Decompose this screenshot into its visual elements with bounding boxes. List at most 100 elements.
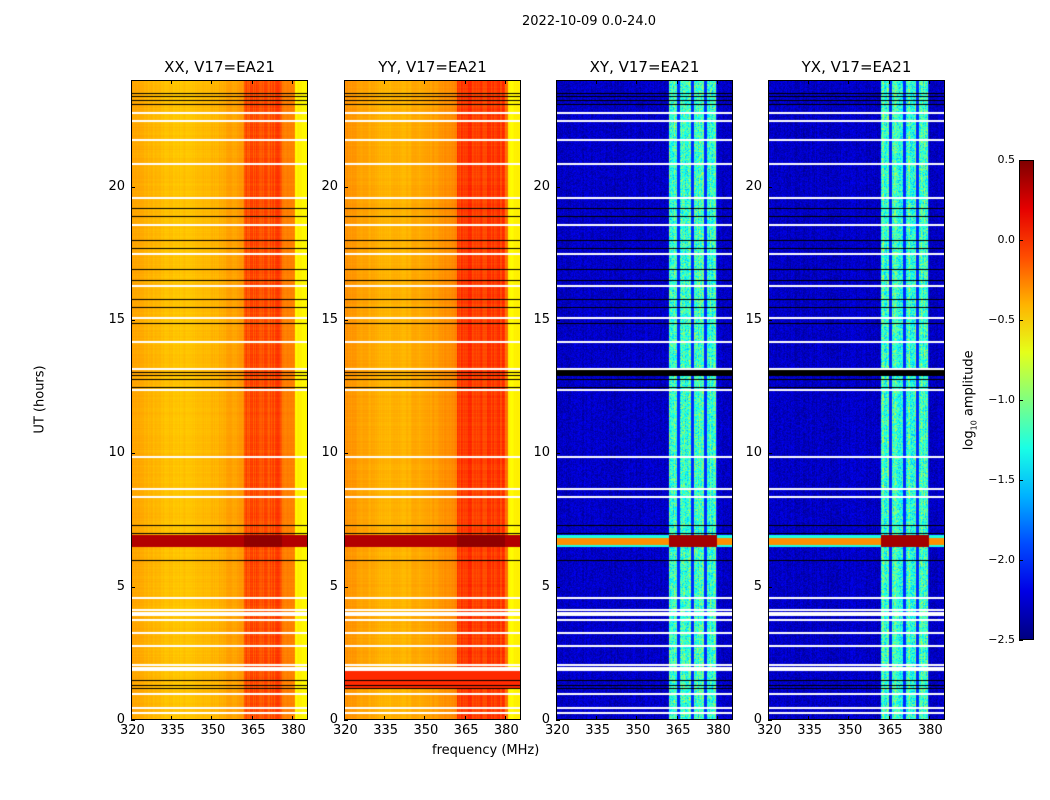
x-tick: [636, 716, 638, 720]
x-tick: [171, 80, 173, 84]
x-tick: [504, 80, 506, 84]
x-tick: [928, 80, 930, 84]
x-tick: [251, 80, 253, 84]
colorbar-tick-label: −2.5: [988, 633, 1015, 646]
x-tick-label: 350: [413, 723, 439, 738]
panel-title: YY, V17=EA21: [378, 58, 487, 76]
y-tick: [556, 720, 560, 721]
x-tick: [464, 80, 466, 84]
x-tick: [808, 716, 810, 720]
x-tick-label: 380: [917, 723, 943, 738]
colorbar-tick: [1019, 160, 1023, 161]
y-tick-label: 5: [329, 578, 338, 594]
x-tick-label: 380: [705, 723, 731, 738]
colorbar-tick-label: −0.5: [988, 313, 1015, 326]
x-tick-label: 335: [160, 723, 186, 738]
x-tick-label: 320: [333, 723, 358, 738]
x-tick-label: 350: [625, 723, 651, 738]
x-tick-label: 365: [665, 723, 691, 738]
panel-title: YX, V17=EA21: [801, 58, 912, 76]
x-tick: [344, 716, 345, 720]
colorbar-label-sub: 10: [969, 420, 979, 431]
colorbar-tick-label: 0.5: [997, 153, 1016, 166]
x-tick: [504, 716, 506, 720]
x-tick: [464, 716, 466, 720]
x-tick-label: 365: [453, 723, 479, 738]
colorbar-label-rest: amplitude: [961, 350, 977, 421]
panel-xy: XY, V17=EA21 320 335 350 365 380 0 5 10 15 20: [533, 58, 733, 738]
y-tick-label: 20: [533, 178, 550, 194]
x-tick: [768, 716, 769, 720]
y-tick-label: 20: [108, 178, 125, 194]
y-tick: [768, 453, 772, 455]
x-tick: [676, 80, 678, 84]
colorbar-tick-label: −1.5: [988, 473, 1015, 486]
x-tick: [384, 716, 386, 720]
y-tick-label: 5: [116, 578, 125, 594]
y-tick-label: 0: [753, 712, 762, 727]
y-tick-label: 10: [745, 445, 762, 461]
x-tick: [291, 716, 293, 720]
y-tick-label: 10: [108, 445, 125, 461]
x-tick-label: 335: [585, 723, 611, 738]
panel-yy: YY, V17=EA21 320 335 350 365 380 0 5 10 15 20: [321, 58, 521, 738]
x-tick: [808, 80, 810, 84]
x-tick: [424, 80, 426, 84]
y-tick-label: 0: [116, 712, 125, 727]
y-tick-label: 20: [321, 178, 338, 194]
colorbar-tick-label: −2.0: [988, 553, 1015, 566]
x-tick: [211, 80, 213, 84]
colorbar-tick: [1019, 560, 1023, 561]
y-tick-label: 15: [321, 312, 338, 327]
y-tick: [344, 186, 348, 188]
y-tick-label: 0: [329, 712, 338, 727]
colorbar-tick-label: 0.0: [997, 233, 1016, 246]
y-tick-label: 5: [753, 578, 762, 594]
y-tick: [768, 720, 772, 721]
x-tick: [251, 716, 253, 720]
x-tick: [676, 716, 678, 720]
y-axis-label: UT (hours): [32, 365, 48, 434]
y-tick: [556, 320, 560, 321]
y-tick: [556, 586, 560, 588]
figure-title: 2022-10-09 0.0-24.0: [522, 14, 656, 29]
x-tick-label: 365: [877, 723, 903, 738]
x-tick: [344, 80, 345, 84]
y-tick-label: 20: [745, 178, 762, 194]
y-tick-label: 5: [541, 578, 550, 594]
y-tick-label: 15: [108, 312, 125, 327]
x-axis-label: frequency (MHz): [432, 743, 540, 758]
y-tick-label: 0: [541, 712, 550, 727]
x-tick-label: 320: [545, 723, 570, 738]
x-tick: [556, 80, 557, 84]
y-tick-label: 10: [533, 445, 550, 461]
colorbar-tick: [1019, 240, 1023, 241]
y-tick-label: 15: [533, 312, 550, 327]
y-tick: [131, 586, 135, 588]
colorbar-tick: [1019, 320, 1023, 321]
x-tick: [636, 80, 638, 84]
x-tick: [596, 80, 598, 84]
x-tick-label: 380: [493, 723, 519, 738]
y-tick: [131, 320, 135, 321]
x-tick-label: 335: [373, 723, 399, 738]
colorbar-label-main: log: [961, 430, 977, 451]
x-tick-label: 365: [240, 723, 266, 738]
x-tick: [384, 80, 386, 84]
y-tick: [344, 320, 348, 321]
y-tick: [768, 320, 772, 321]
y-tick: [131, 186, 135, 188]
heatmap: [131, 80, 308, 720]
x-tick: [424, 716, 426, 720]
y-tick: [556, 453, 560, 455]
colorbar-tick-label: −1.0: [988, 393, 1015, 406]
heatmap: [344, 80, 521, 720]
panel-title: XX, V17=EA21: [164, 58, 275, 76]
y-tick: [344, 586, 348, 588]
y-tick-label: 15: [745, 312, 762, 327]
x-tick: [848, 80, 850, 84]
x-tick-label: 350: [837, 723, 863, 738]
x-tick: [848, 716, 850, 720]
x-tick-label: 320: [757, 723, 782, 738]
